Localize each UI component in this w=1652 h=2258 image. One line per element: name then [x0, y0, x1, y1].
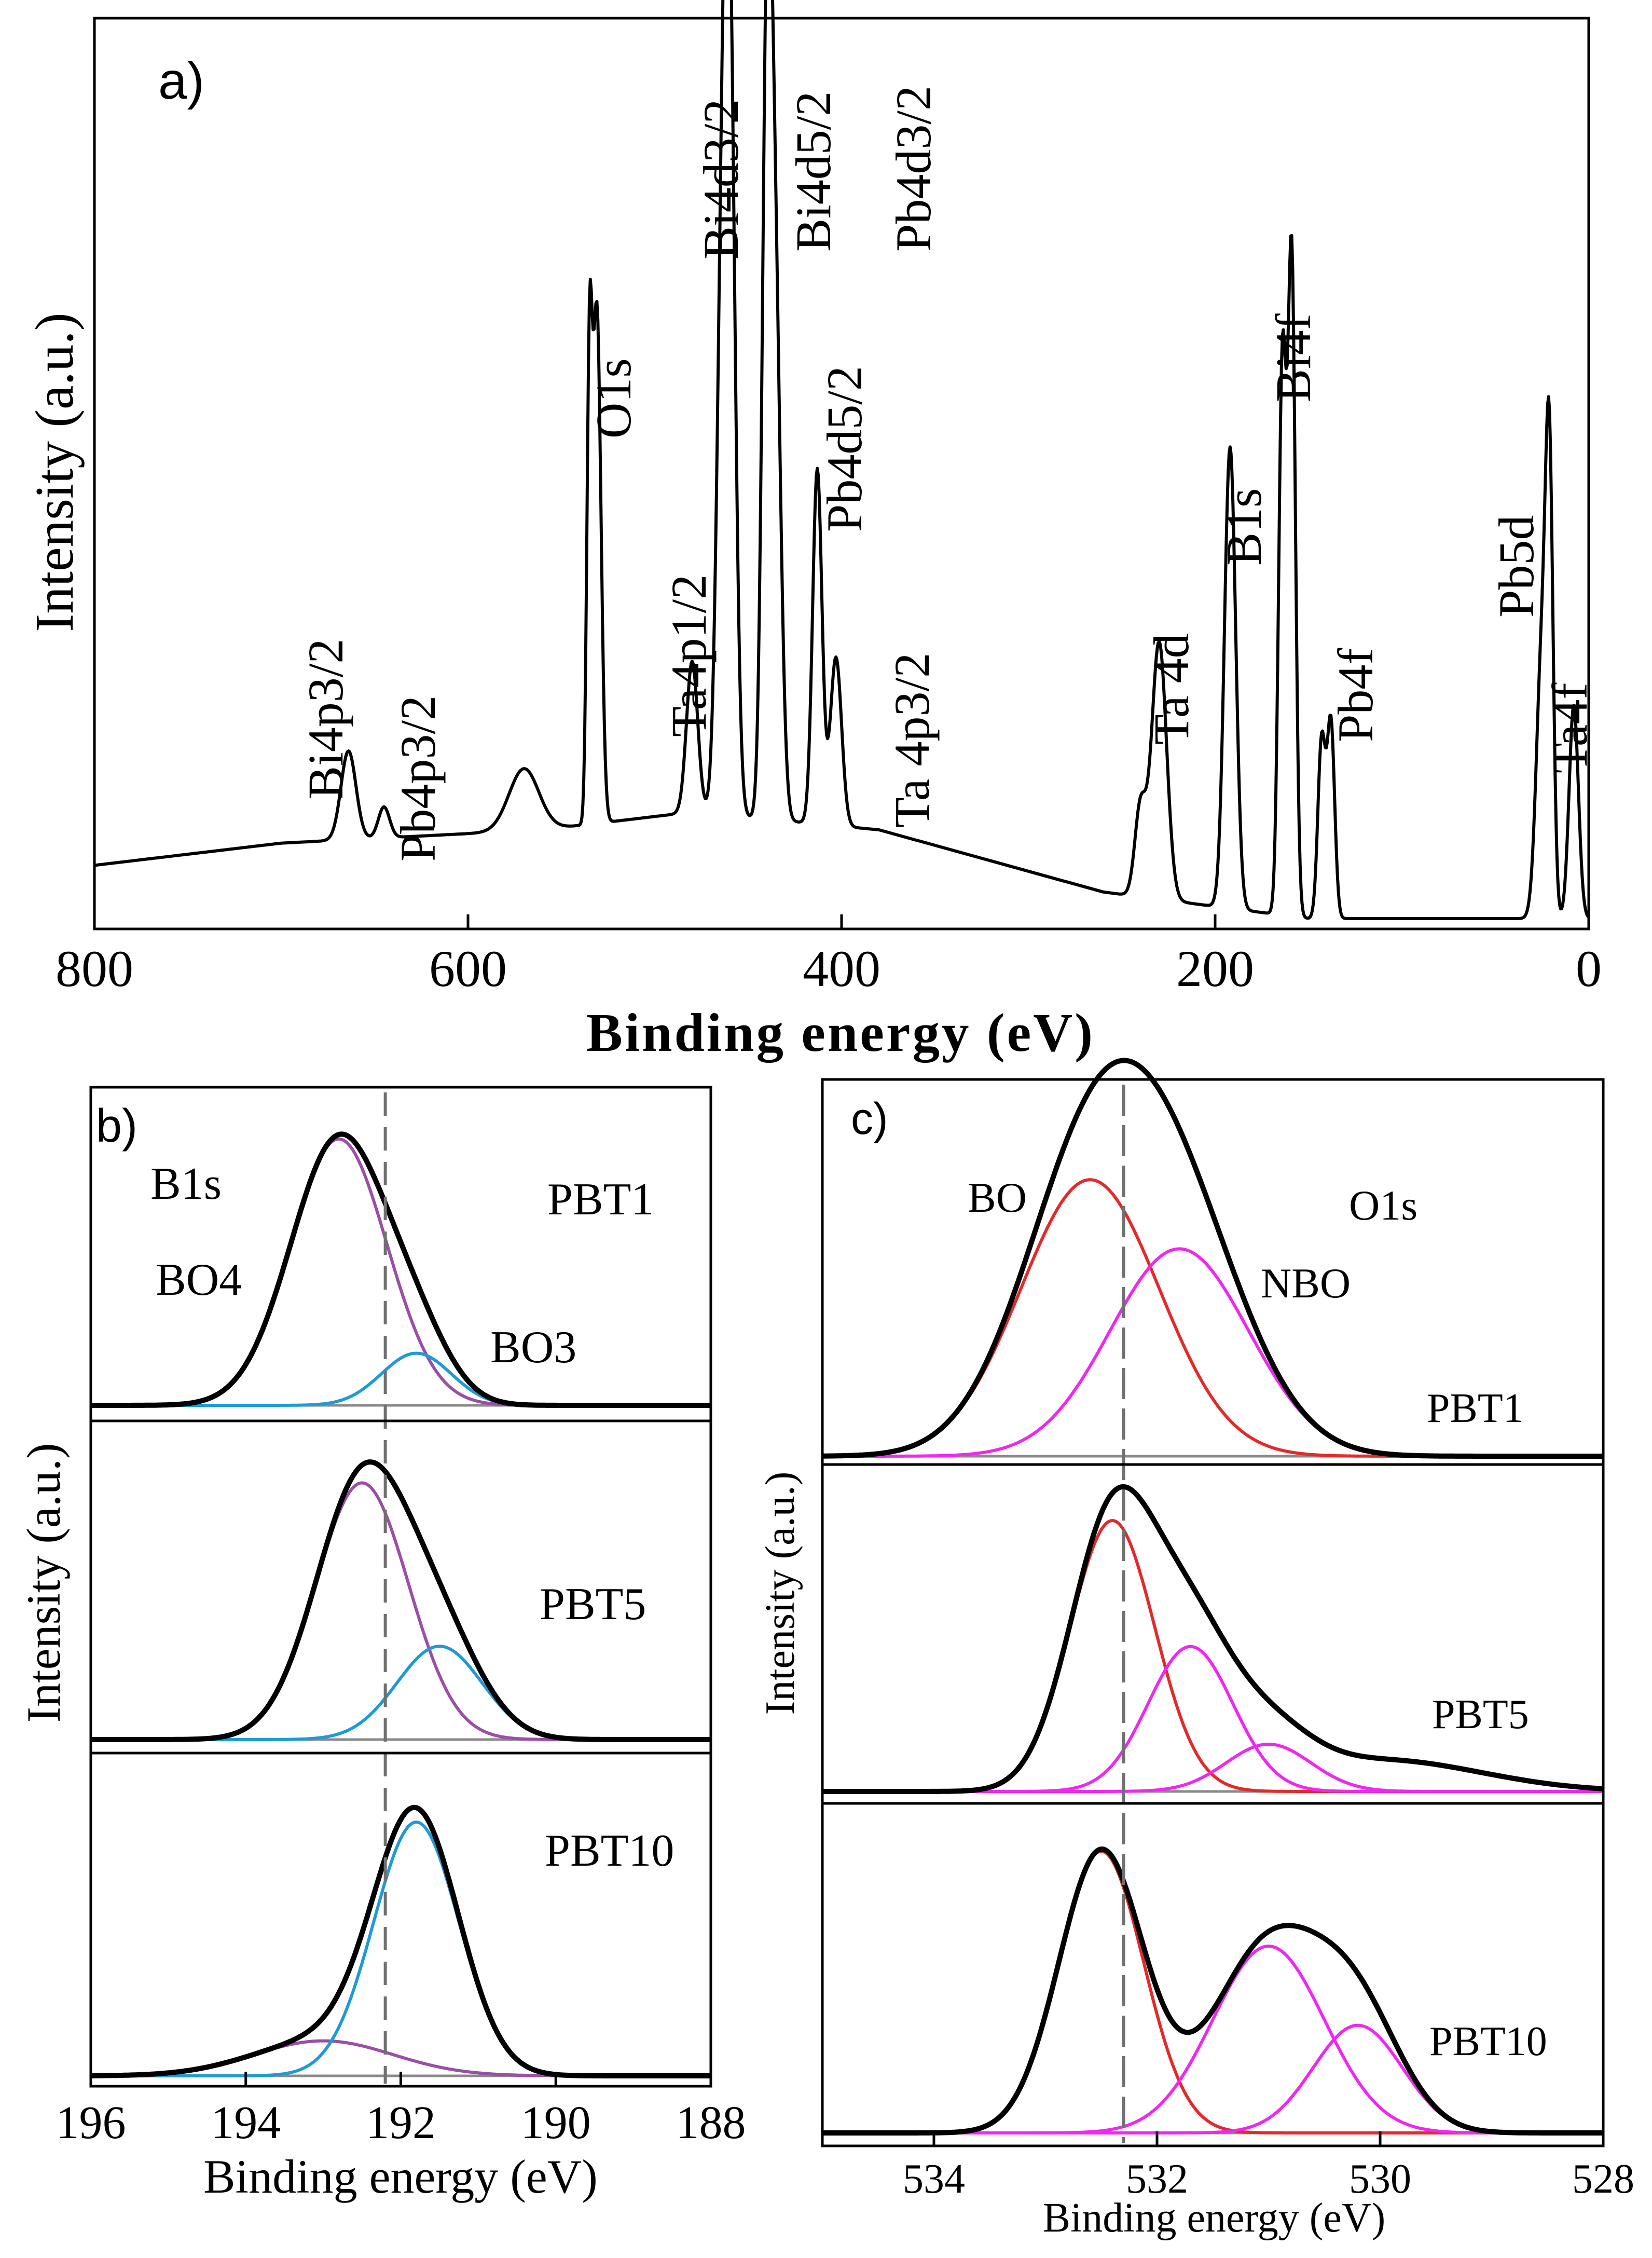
panel-b-x-tick-label: 192	[366, 2097, 436, 2148]
panel-b-subpanels	[91, 1131, 711, 2078]
panel-a-x-tick-label: 0	[1576, 940, 1602, 997]
panel-b-x-tick-label: 188	[676, 2097, 746, 2148]
annotation-pb5d: Pb5d	[1489, 515, 1544, 618]
panel-c-x-tick-label: 532	[1126, 2156, 1188, 2202]
panel-a-annotations: Bi4p3/2 Pb4p3/2 O1s Ta4p1/2 Bi4d3/2 Bi4d…	[298, 86, 1598, 861]
panel-c-subpanels	[822, 1058, 1604, 2136]
panel-b: Intensity (a.u.) b) B1s BO4 BO3 PBT1 PBT…	[17, 1086, 746, 2203]
panel-b-component-bo3	[91, 1645, 711, 1741]
panel-c-sample-2: PBT5	[1432, 1692, 1529, 1737]
panel-a-xlabel: Binding energy (eV)	[586, 1002, 1095, 1063]
panel-a-x-tick-label: 600	[429, 940, 507, 997]
annotation-bi4f: Bi4f	[1265, 313, 1321, 402]
panel-c-nbo-label: NBO	[1261, 1260, 1351, 1307]
panel-b-bo4-label: BO4	[156, 1255, 242, 1305]
panel-b-bo3-label: BO3	[490, 1322, 576, 1373]
panel-c-x-tick-label: 528	[1572, 2156, 1634, 2202]
panel-c-subpanel-3	[822, 1846, 1603, 2136]
panel-c-envelope	[822, 1484, 1604, 1794]
panel-a: a) Intensity (a.u.) 800 600 400 200 0 Bindin…	[24, 0, 1602, 1063]
panel-b-xlabel: Binding energy (eV)	[203, 2150, 598, 2203]
panel-c-bo-label: BO	[968, 1174, 1027, 1221]
panel-c-xlabel: Binding energy (eV)	[1043, 2195, 1386, 2241]
panel-b-subpanel-1	[91, 1131, 711, 1408]
panel-a-label: a)	[158, 52, 204, 110]
panel-b-sample-3: PBT10	[545, 1826, 674, 1876]
panel-c-envelope	[822, 1058, 1603, 1459]
annotation-b1s: B1s	[1216, 488, 1272, 566]
panel-b-envelope	[91, 1459, 711, 1742]
panel-b-subpanel-2	[91, 1459, 711, 1742]
annotation-bi4p3-2: Bi4p3/2	[298, 639, 353, 799]
annotation-pb4d3-2: Pb4d3/2	[886, 86, 941, 252]
annotation-pb4p3-2: Pb4p3/2	[390, 695, 446, 861]
panel-b-ylabel: Intensity (a.u.)	[17, 1443, 70, 1722]
annotation-ta4p3-2: Ta 4p3/2	[884, 653, 940, 828]
panel-c-sample-3: PBT10	[1429, 2019, 1547, 2064]
panel-c-sample-1: PBT1	[1427, 1386, 1524, 1431]
annotation-o1s: O1s	[586, 358, 641, 439]
panel-b-envelope	[91, 1131, 711, 1408]
annotation-bi4d5-2: Bi4d5/2	[786, 91, 841, 252]
panel-b-component-bo3	[91, 1351, 711, 1407]
panel-c-x-tick-label: 534	[903, 2156, 965, 2202]
annotation-ta4f: Ta4f	[1542, 682, 1598, 773]
panel-b-sample-2: PBT5	[540, 1579, 646, 1630]
panel-a-x-tick-label: 400	[803, 940, 880, 997]
panel-c: Intensity (a.u.) c) O1s BO NBO PBT1 PBT5…	[758, 1058, 1634, 2241]
annotation-pb4d5-2: Pb4d5/2	[817, 366, 872, 532]
panel-c-x-tick-label: 530	[1349, 2156, 1411, 2202]
panel-b-title: B1s	[150, 1159, 222, 1209]
panel-a-x-tick-label: 800	[56, 940, 133, 997]
panel-a-x-tick-label: 200	[1176, 940, 1254, 997]
panel-b-sample-1: PBT1	[547, 1174, 654, 1225]
panel-a-ylabel: Intensity (a.u.)	[24, 312, 85, 632]
panel-b-x-tick-label: 196	[56, 2097, 126, 2148]
panel-c-component-nbo	[822, 1743, 1603, 1793]
annotation-bi4d3-2: Bi4d3/2	[693, 99, 749, 259]
panel-c-component-bo	[822, 1850, 1603, 2134]
panel-c-subpanel-1	[822, 1058, 1603, 1459]
panel-c-frame	[821, 1078, 1605, 2147]
panel-c-x-ticks: 534 532 530 528	[903, 2131, 1634, 2202]
panel-b-x-tick-label: 194	[211, 2097, 281, 2148]
panel-c-component-bo	[822, 1518, 1603, 1793]
panel-b-label: b)	[96, 1100, 137, 1152]
panel-c-subpanel-2	[822, 1484, 1604, 1794]
panel-b-envelope	[91, 1804, 711, 2078]
panel-c-title: O1s	[1349, 1182, 1417, 1229]
annotation-ta4d: Ta 4d	[1144, 633, 1199, 745]
panel-a-x-ticks: 800 600 400 200 0	[56, 914, 1602, 997]
panel-c-envelope	[822, 1846, 1603, 2136]
panel-b-subpanel-3	[91, 1804, 711, 2078]
annotation-ta4p1-2: Ta4p1/2	[661, 574, 717, 737]
panel-c-label: c)	[851, 1094, 888, 1144]
panel-b-x-ticks: 196 194 192 190 188	[56, 2072, 746, 2148]
panel-a-survey-spectrum	[93, 0, 1590, 920]
panel-c-ylabel: Intensity (a.u.)	[758, 1472, 803, 1715]
annotation-pb4f: Pb4f	[1328, 648, 1383, 742]
panel-b-x-tick-label: 190	[521, 2097, 591, 2148]
